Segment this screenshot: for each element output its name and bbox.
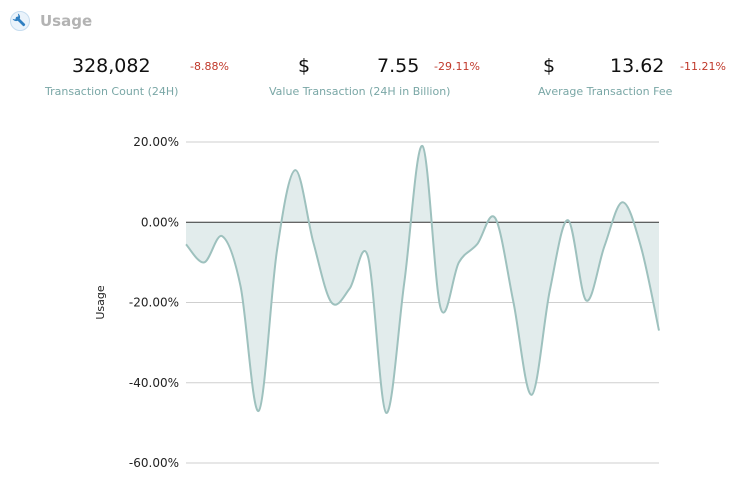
value-transaction-change: -29.11%	[434, 60, 480, 73]
page-title: Usage	[40, 12, 93, 30]
wrench-icon	[10, 11, 30, 31]
y-tick-label: -60.00%	[129, 456, 179, 470]
average-fee-label: Average Transaction Fee	[538, 85, 673, 98]
transaction-count-value: 328,082	[72, 55, 151, 77]
usage-header: Usage	[10, 9, 92, 33]
y-tick-label: 20.00%	[133, 135, 179, 149]
average-fee-currency: $	[543, 55, 556, 77]
value-transaction-value: 7.55	[377, 55, 420, 77]
average-fee-change: -11.21%	[680, 60, 726, 73]
y-tick-label: 0.00%	[141, 215, 179, 229]
average-fee-value: 13.62	[610, 55, 665, 77]
y-tick-label: -40.00%	[129, 376, 179, 390]
y-tick-label: -20.00%	[129, 296, 179, 310]
value-transaction-label: Value Transaction (24H in Billion)	[269, 85, 451, 98]
transaction-count-change: -8.88%	[190, 60, 229, 73]
usage-line	[185, 144, 660, 414]
transaction-count-label: Transaction Count (24H)	[45, 85, 179, 98]
y-axis-title: Usage	[94, 285, 107, 320]
usage-area	[186, 145, 659, 413]
value-transaction-currency: $	[298, 55, 311, 77]
